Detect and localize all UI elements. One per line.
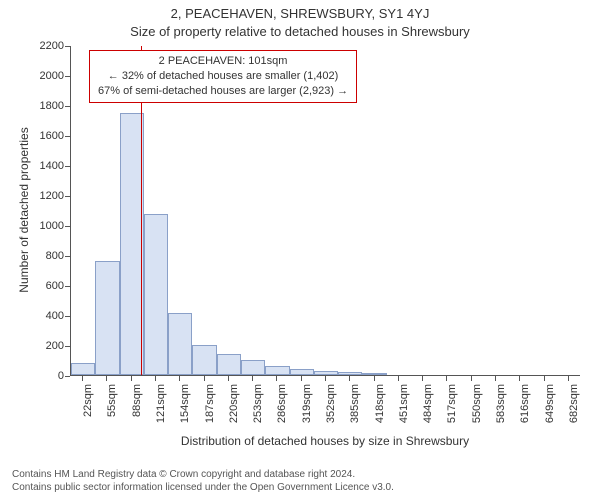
annotation-line-2: ← 32% of detached houses are smaller (1,… [98, 69, 348, 84]
x-tick-label: 154sqm [179, 384, 191, 434]
y-tick-mark [65, 286, 70, 287]
chart-supertitle: 2, PEACEHAVEN, SHREWSBURY, SY1 4YJ [0, 6, 600, 21]
x-tick-label: 583sqm [495, 384, 507, 434]
y-tick-label: 2200 [40, 40, 64, 52]
x-tick-mark [495, 376, 496, 381]
annotation-box: 2 PEACEHAVEN: 101sqm ← 32% of detached h… [89, 50, 357, 103]
y-tick-label: 1000 [40, 220, 64, 232]
y-tick-mark [65, 76, 70, 77]
x-tick-label: 286sqm [276, 384, 288, 434]
y-tick-label: 1400 [40, 160, 64, 172]
histogram-bar [290, 369, 314, 375]
x-tick-mark [82, 376, 83, 381]
annotation-line-1: 2 PEACEHAVEN: 101sqm [98, 54, 348, 69]
y-tick-label: 1600 [40, 130, 64, 142]
footer-line-2: Contains public sector information licen… [12, 481, 394, 494]
x-tick-mark [301, 376, 302, 381]
histogram-bar [168, 313, 192, 375]
x-tick-label: 517sqm [446, 384, 458, 434]
x-tick-mark [276, 376, 277, 381]
x-tick-mark [325, 376, 326, 381]
histogram-bar [241, 360, 265, 375]
x-tick-mark [131, 376, 132, 381]
x-tick-mark [446, 376, 447, 381]
y-tick-mark [65, 316, 70, 317]
y-tick-label: 1200 [40, 190, 64, 202]
histogram-bar [362, 373, 386, 375]
y-tick-mark [65, 136, 70, 137]
x-tick-label: 121sqm [155, 384, 167, 434]
x-tick-mark [568, 376, 569, 381]
y-tick-label: 2000 [40, 70, 64, 82]
x-tick-mark [519, 376, 520, 381]
histogram-bar [95, 261, 119, 375]
histogram-bar [265, 366, 289, 375]
y-tick-mark [65, 346, 70, 347]
y-tick-mark [65, 196, 70, 197]
histogram-bar [338, 372, 362, 375]
y-tick-mark [65, 226, 70, 227]
histogram-bar [144, 214, 168, 375]
y-tick-label: 400 [46, 310, 64, 322]
x-tick-label: 319sqm [301, 384, 313, 434]
footer-attribution: Contains HM Land Registry data © Crown c… [12, 468, 394, 494]
x-tick-mark [398, 376, 399, 381]
x-tick-mark [471, 376, 472, 381]
y-axis-label: Number of detached properties [17, 110, 31, 310]
x-axis-label: Distribution of detached houses by size … [70, 434, 580, 448]
x-tick-mark [106, 376, 107, 381]
x-tick-label: 187sqm [204, 384, 216, 434]
x-tick-mark [179, 376, 180, 381]
x-tick-mark [228, 376, 229, 381]
x-tick-mark [349, 376, 350, 381]
x-tick-label: 550sqm [471, 384, 483, 434]
x-tick-label: 484sqm [422, 384, 434, 434]
x-tick-label: 682sqm [568, 384, 580, 434]
y-tick-mark [65, 166, 70, 167]
x-tick-label: 352sqm [325, 384, 337, 434]
histogram-bar [314, 371, 338, 376]
y-tick-label: 800 [46, 250, 64, 262]
x-tick-label: 253sqm [252, 384, 264, 434]
chart-plot-area: 2 PEACEHAVEN: 101sqm ← 32% of detached h… [70, 46, 580, 376]
y-tick-label: 200 [46, 340, 64, 352]
x-tick-mark [204, 376, 205, 381]
x-tick-label: 88sqm [131, 384, 143, 434]
footer-line-1: Contains HM Land Registry data © Crown c… [12, 468, 394, 481]
x-tick-mark [544, 376, 545, 381]
x-tick-label: 22sqm [82, 384, 94, 434]
annotation-line-3: 67% of semi-detached houses are larger (… [98, 84, 348, 99]
histogram-bar [192, 345, 216, 375]
x-tick-mark [422, 376, 423, 381]
x-tick-mark [252, 376, 253, 381]
y-tick-mark [65, 256, 70, 257]
histogram-bar [71, 363, 95, 375]
y-tick-mark [65, 106, 70, 107]
y-tick-mark [65, 46, 70, 47]
x-tick-label: 418sqm [374, 384, 386, 434]
y-tick-label: 1800 [40, 100, 64, 112]
y-tick-label: 0 [58, 370, 64, 382]
x-tick-label: 451sqm [398, 384, 410, 434]
histogram-bar [120, 113, 144, 376]
x-tick-label: 649sqm [544, 384, 556, 434]
x-tick-label: 616sqm [519, 384, 531, 434]
x-tick-mark [374, 376, 375, 381]
histogram-bar [217, 354, 241, 375]
y-tick-label: 600 [46, 280, 64, 292]
x-tick-mark [155, 376, 156, 381]
chart-title: Size of property relative to detached ho… [0, 24, 600, 39]
x-tick-label: 220sqm [228, 384, 240, 434]
x-tick-label: 385sqm [349, 384, 361, 434]
y-tick-mark [65, 376, 70, 377]
x-tick-label: 55sqm [106, 384, 118, 434]
